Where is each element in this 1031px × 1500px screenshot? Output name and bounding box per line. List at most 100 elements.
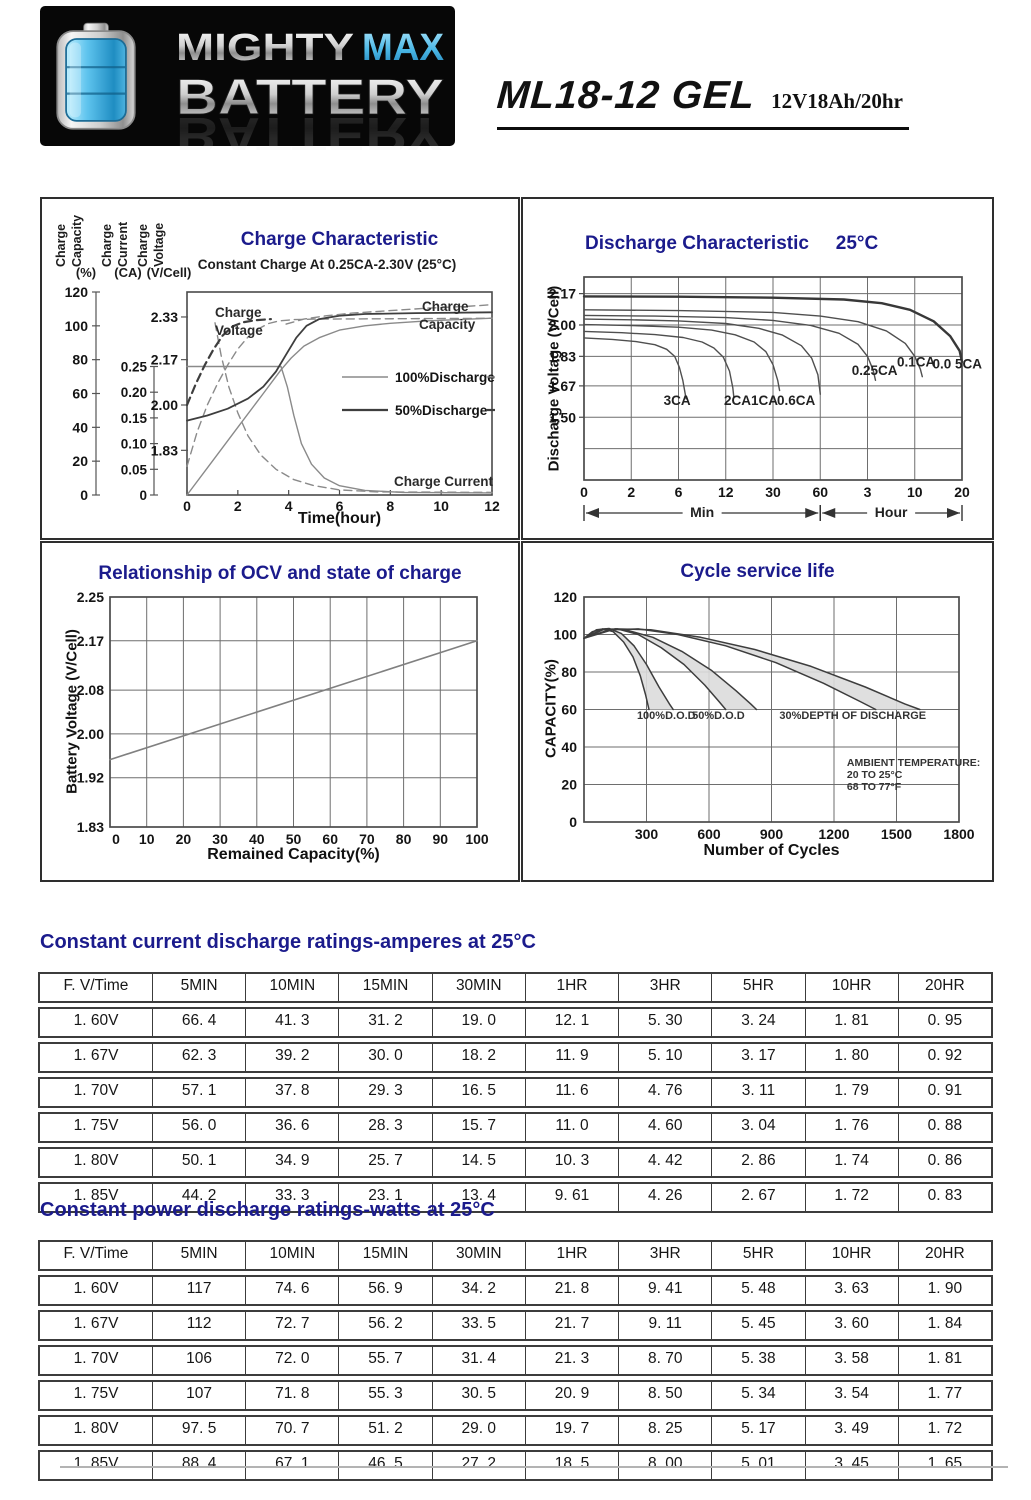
table-cell: 3. 63 [804,1277,898,1304]
constant-power-discharge-table: F. V/Time 5MIN 10MIN 15MIN 30MIN 1HR 3HR 5HR 10H… [38,1240,993,1485]
panel-discharge-characteristic: 2.17 2.00 1.83 1.67 1.50 0 2 6 12 30 60 3 10 20 3CA 2CA… [521,197,994,540]
svg-text:2.17: 2.17 [77,633,104,649]
svg-text:10: 10 [139,831,155,847]
svg-text:900: 900 [760,826,784,842]
table-cell: 56. 0 [152,1114,245,1141]
footer-divider [60,1466,1008,1468]
table-cell: 1. 80 [804,1044,898,1071]
table-cell: 57. 1 [152,1079,245,1106]
svg-text:2.08: 2.08 [77,682,104,698]
table-cell: 12. 1 [524,1009,618,1036]
svg-text:600: 600 [697,826,721,842]
svg-text:1.83: 1.83 [549,348,576,364]
axis-word-current-1: Charge [100,223,114,267]
table-cell: 112 [152,1312,245,1339]
svg-text:1CA: 1CA [751,393,778,408]
table-cell: 1. 76 [804,1114,898,1141]
svg-text:2.25: 2.25 [77,589,104,605]
table-cell: 44. 2 [152,1184,245,1211]
table-header-row: F. V/Time 5MIN 10MIN 15MIN 30MIN 1HR 3HR 5HR 10H… [38,972,993,1003]
axis-word-capacity-1: Charge [54,223,68,267]
table-header-cell: 3HR [618,1242,711,1269]
panel-cycle-service-life: 120 100 80 60 40 20 0 300 600 900 1200 1500 1800 100%… [521,541,994,882]
brand-logo: MIGHTY MAX BATTERY BATTERY [40,6,455,150]
table-cell: 55. 3 [338,1382,431,1409]
svg-text:90: 90 [433,831,449,847]
table-header-cell: 5MIN [152,1242,245,1269]
svg-text:80: 80 [396,831,412,847]
table-cell: 4. 26 [618,1184,711,1211]
table-header-cell: 15MIN [338,974,431,1001]
table-cell: 1. 85V [73,1187,119,1204]
svg-text:0.25CA: 0.25CA [852,363,898,378]
svg-text:20: 20 [561,777,577,793]
table-cell: 13. 4 [431,1184,525,1211]
svg-text:40: 40 [561,739,577,755]
table-cell: 29. 0 [431,1417,525,1444]
table-cell: 0. 92 [897,1044,991,1071]
table-cell: 21. 3 [524,1347,618,1374]
discharge-chart-canvas: 2.17 2.00 1.83 1.67 1.50 0 2 6 12 30 60 3 10 20 3CA 2CA… [549,276,982,521]
table-header-cell: 30MIN [431,974,525,1001]
table-cell: 20. 9 [524,1382,618,1409]
svg-text:3: 3 [864,484,872,500]
table-cell: 31. 2 [338,1009,431,1036]
svg-text:68 TO 77°F: 68 TO 77°F [847,781,902,793]
table-cell: 3. 17 [711,1044,804,1071]
table-cell: 34. 2 [431,1277,525,1304]
panel-ocv-state-of-charge: 2.25 2.17 2.08 2.00 1.92 1.83 0 10 20 30 40 50 60 70 8… [40,541,520,882]
table-header-cell: 10HR [804,974,898,1001]
svg-text:0.20: 0.20 [121,385,147,400]
table-cell: 1. 70V [73,1350,119,1367]
brand-max: MAX [362,27,445,69]
product-model: ML18-12 GEL [495,74,757,117]
chart-subtitle: Constant Charge At 0.25CA-2.30V (25°C) [197,257,457,272]
table-cell: 4. 60 [618,1114,711,1141]
table-cell: 97. 5 [152,1417,245,1444]
table-cell: 31. 4 [431,1347,525,1374]
product-spec: 12V18Ah/20hr [771,89,903,113]
svg-text:Hour: Hour [875,504,908,520]
table-cell: 39. 2 [245,1044,338,1071]
svg-text:80: 80 [72,352,88,368]
section-title-power-ratings: Constant power discharge ratings-watts a… [40,1199,495,1221]
table-row: 1. 60V 117 74. 6 56. 9 34. 2 21. 8 9. 41 5. 48 3… [38,1275,993,1306]
table-cell: 5. 34 [711,1382,804,1409]
table-cell: 3. 60 [804,1312,898,1339]
table-cell: 1. 60V [73,1012,119,1029]
table-cell: 3. 24 [711,1009,804,1036]
svg-text:3CA: 3CA [664,393,691,408]
table-cell: 1. 70V [73,1082,119,1099]
table-cell: 30. 5 [431,1382,525,1409]
table-cell: 55. 7 [338,1347,431,1374]
table-cell: 16. 5 [431,1079,525,1106]
table-cell: 25. 7 [338,1149,431,1176]
table-cell: 11. 6 [524,1079,618,1106]
table-header-cell: 1HR [524,1242,618,1269]
table-cell: 2. 86 [711,1149,804,1176]
svg-text:0: 0 [80,487,88,503]
svg-text:100: 100 [465,831,489,847]
table-cell: 3. 54 [804,1382,898,1409]
svg-text:2CA: 2CA [724,393,751,408]
table-cell: 4. 42 [618,1149,711,1176]
svg-text:12: 12 [484,498,500,514]
svg-text:60: 60 [812,484,828,500]
table-cell: 1. 77 [897,1382,991,1409]
x-axis-label: Time(hour) [297,510,382,527]
table-cell: 9. 41 [618,1277,711,1304]
table-cell: 1. 67V [73,1047,119,1064]
axis-word-voltage-2: Voltage [152,222,166,267]
brand-battery: BATTERY [176,69,444,125]
svg-text:1500: 1500 [881,826,912,842]
table-cell: 1. 84 [897,1312,991,1339]
table-cell: 1. 80V [73,1420,119,1437]
svg-text:100%Discharge: 100%Discharge [395,370,495,385]
table-cell: 9. 61 [524,1184,618,1211]
table-cell: 41. 3 [245,1009,338,1036]
table-cell: 0. 88 [897,1114,991,1141]
svg-text:12: 12 [718,484,734,500]
svg-text:2.17: 2.17 [151,352,178,368]
table-cell: 74. 6 [245,1277,338,1304]
svg-text:50: 50 [286,831,302,847]
